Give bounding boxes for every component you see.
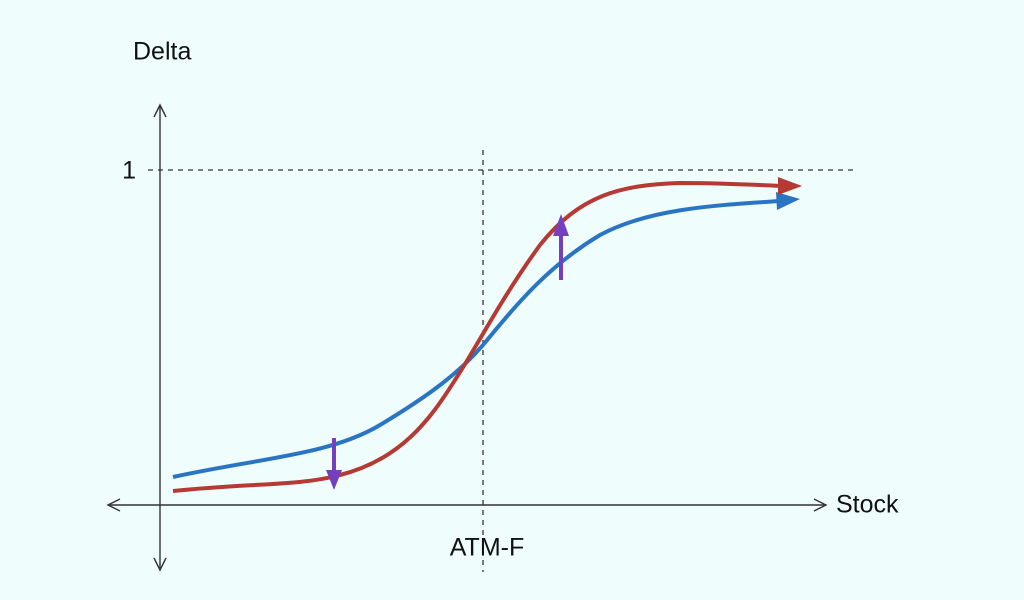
red-curve-arrowhead [778, 177, 802, 195]
red-curve [172, 180, 783, 493]
x-axis-arrow-left [106, 498, 121, 512]
y-axis-label: Delta [133, 38, 191, 66]
y-axis-arrow-bottom [153, 557, 167, 572]
x-marker-label: ATM-F [450, 534, 525, 562]
y-tick-label: 1 [122, 157, 136, 185]
y-axis-arrow-top [153, 103, 167, 118]
x-axis-label: Stock [836, 491, 899, 519]
x-axis-arrow-right [813, 498, 828, 512]
up-shift-arrowhead [553, 214, 569, 236]
blue-curve-arrowhead [776, 192, 800, 210]
axes [106, 103, 828, 572]
blue-curve [172, 199, 781, 479]
down-shift-arrowhead [326, 470, 342, 490]
